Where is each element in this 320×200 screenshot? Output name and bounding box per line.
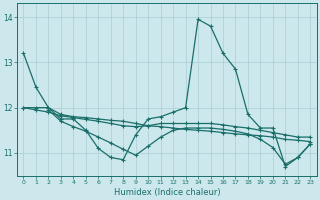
X-axis label: Humidex (Indice chaleur): Humidex (Indice chaleur): [114, 188, 220, 197]
